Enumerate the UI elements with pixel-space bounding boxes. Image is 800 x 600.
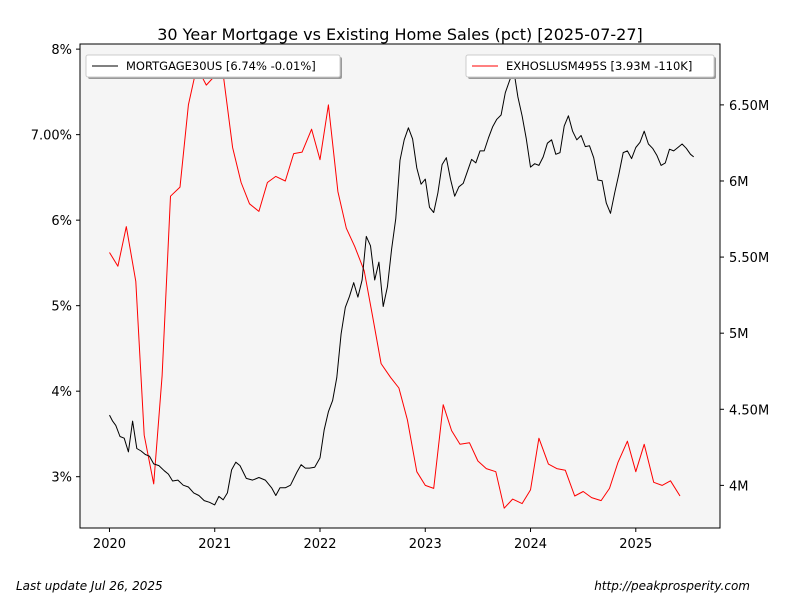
y-left-tick-label: 3% (51, 471, 72, 486)
y-left-tick-label: 6% (51, 214, 72, 229)
legend-box (465, 54, 715, 78)
y-right-tick-label: 5M (729, 327, 749, 342)
plot-frame (79, 43, 721, 529)
x-tick-label: 2020 (93, 537, 126, 552)
x-tick-label: 2025 (619, 537, 652, 552)
y-right-tick-label: 6M (729, 175, 749, 190)
x-tick-label: 2023 (409, 537, 442, 552)
x-tick-label: 2021 (198, 537, 231, 552)
legend-home-sales: EXHOSLUSM495S [3.93M -110K] (465, 54, 716, 79)
series-line-mortgage (109, 69, 695, 506)
y-left-tick-label: 4% (51, 385, 72, 400)
y-left-tick-label: 8% (51, 43, 72, 58)
legend-mortgage: MORTGAGE30US [6.74% -0.01%] (85, 54, 342, 79)
axes-layer: 2020 2021 2022 2023 2024 2025 3% 4% 5% 6% 7.00% 8% 4… (31, 43, 769, 552)
y-right-tick-label: 4M (729, 479, 749, 494)
legend-box (85, 54, 341, 78)
y-right-tick-label: 4.50M (729, 403, 769, 418)
x-tick-label: 2022 (303, 537, 336, 552)
chart-title: 30 Year Mortgage vs Existing Home Sales … (157, 25, 643, 44)
plot-background (80, 44, 720, 528)
legend-label: MORTGAGE30US [6.74% -0.01%] (126, 59, 316, 73)
y-right-tick-label: 6.50M (729, 99, 769, 114)
legend-label: EXHOSLUSM495S [3.93M -110K] (506, 59, 692, 73)
y-left-tick-label: 7.00% (31, 129, 72, 144)
y-right-tick-label: 5.50M (729, 251, 769, 266)
series-line-home-sales (109, 66, 681, 509)
footer-last-update: Last update Jul 26, 2025 (16, 579, 163, 593)
lines-layer (109, 66, 695, 509)
y-left-tick-label: 5% (51, 300, 72, 315)
footer-source-url: http://peakprosperity.com (594, 579, 750, 593)
x-tick-label: 2024 (514, 537, 547, 552)
